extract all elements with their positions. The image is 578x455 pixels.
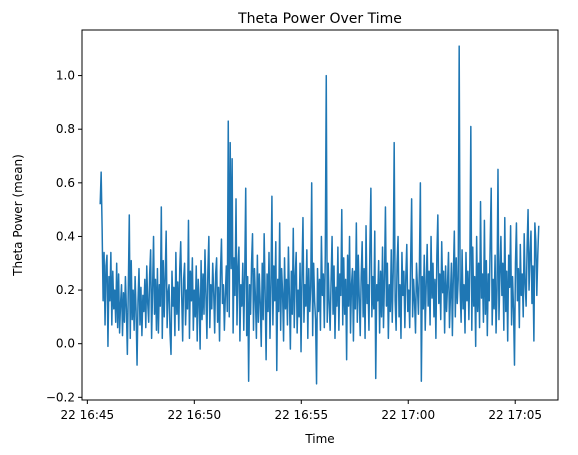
- y-tick-label: 1.0: [56, 69, 75, 83]
- x-tick-label: 22 17:00: [381, 408, 435, 422]
- y-tick-label: 0.8: [56, 122, 75, 136]
- y-axis-label: Theta Power (mean): [11, 154, 25, 277]
- x-axis-label: Time: [304, 432, 334, 446]
- y-axis: −0.2 0.0 0.2 0.4 0.6 0.8 1.0: [46, 69, 82, 404]
- x-tick-label: 22 16:45: [61, 408, 115, 422]
- y-tick-label: 0.4: [56, 229, 75, 243]
- y-tick-label: 0.6: [56, 176, 75, 190]
- plot-frame: [81, 29, 559, 401]
- x-tick-label: 22 16:50: [167, 408, 221, 422]
- y-tick-label: −0.2: [46, 390, 75, 404]
- x-axis: 22 16:45 22 16:50 22 16:55 22 17:00 22 17:05: [61, 400, 542, 422]
- y-tick-label: 0.0: [56, 337, 75, 351]
- series-group: [99, 45, 540, 385]
- series-line-0: [99, 45, 540, 385]
- x-tick-label: 22 16:55: [274, 408, 328, 422]
- x-tick-label: 22 17:05: [488, 408, 542, 422]
- y-tick-label: 0.2: [56, 283, 75, 297]
- chart-title: Theta Power Over Time: [237, 11, 402, 27]
